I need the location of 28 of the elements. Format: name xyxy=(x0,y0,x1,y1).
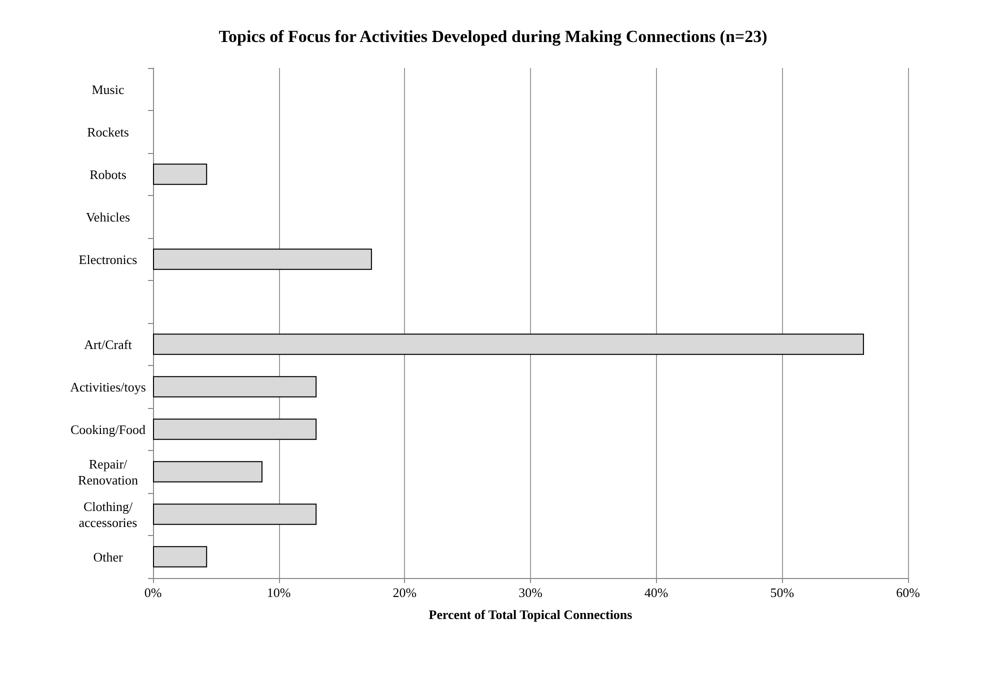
y-tick-label: Repair/ Renovation xyxy=(78,456,138,488)
x-tick-label: 50% xyxy=(770,585,794,600)
y-tick-label: Robots xyxy=(90,166,126,182)
y-tick-label: Cooking/Food xyxy=(70,422,146,437)
bar xyxy=(153,376,317,398)
x-tick-label: 30% xyxy=(518,585,543,600)
x-tick-label: 40% xyxy=(644,585,668,600)
y-tick-label: Music xyxy=(92,82,124,97)
bar xyxy=(153,461,262,482)
y-tick-label: Electronics xyxy=(78,252,138,267)
y-tick-label: Rockets xyxy=(87,124,129,140)
y-tick-label: Art/Craft xyxy=(84,336,132,352)
x-tick-label: 0% xyxy=(144,585,162,600)
bar xyxy=(153,504,317,525)
x-tick-label: 60% xyxy=(896,585,920,600)
bar xyxy=(153,334,864,355)
x-axis-title: Percent of Total Topical Connections xyxy=(428,607,632,622)
bar xyxy=(153,248,372,270)
bar xyxy=(153,164,208,185)
bar xyxy=(153,546,208,568)
y-tick-label: Other xyxy=(93,549,124,564)
y-tick-label: Activities/toys xyxy=(70,379,146,394)
x-tick-label: 20% xyxy=(392,585,417,600)
chart-title: Topics of Focus for Activities Developed during Making Connections (n=23) xyxy=(218,27,768,46)
x-tick-label: 10% xyxy=(266,585,291,600)
y-tick-label: Clothing/ accessories xyxy=(78,498,138,530)
bar xyxy=(153,418,317,440)
y-tick-label: Vehicles xyxy=(86,209,130,224)
